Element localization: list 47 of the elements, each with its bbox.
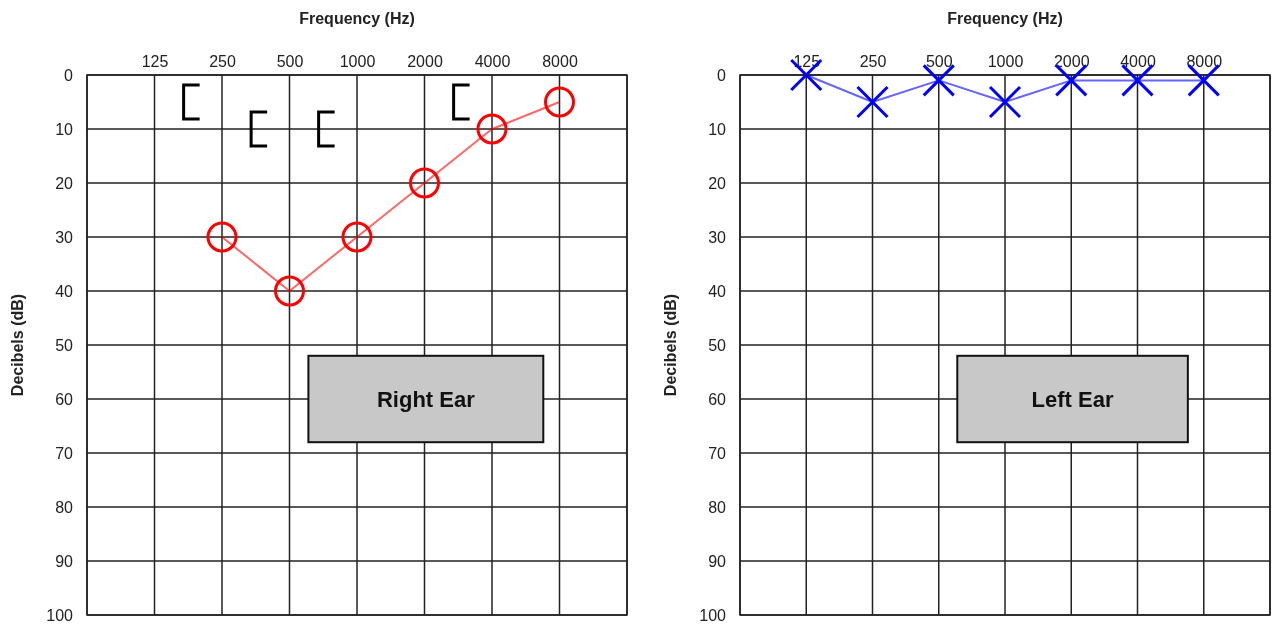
y-tick-label: 60: [55, 390, 74, 408]
y-tick-label: 40: [708, 282, 727, 300]
x-axis-title: Frequency (Hz): [299, 10, 415, 27]
y-tick-label: 80: [708, 498, 727, 516]
y-tick-label: 0: [64, 66, 74, 84]
y-tick-label: 40: [55, 282, 74, 300]
x-tick-label: 2000: [407, 53, 443, 70]
point: [476, 113, 508, 145]
y-tick-label: 90: [55, 552, 74, 570]
y-tick-label: 10: [55, 120, 74, 138]
y-tick-label: 80: [55, 498, 74, 516]
y-tick-label: 90: [708, 552, 727, 570]
x-tick-label: 2000: [1053, 53, 1090, 70]
x-tick-label: 4000: [474, 53, 511, 70]
x-tick-label: 250: [859, 53, 887, 70]
y-tick-label: 60: [708, 390, 727, 408]
y-tick-label: 10: [708, 120, 727, 138]
point: [274, 275, 305, 307]
x-tick-label: 250: [209, 53, 236, 70]
y-tick-label: 0: [717, 66, 727, 84]
x-tick-label: 1000: [339, 53, 376, 70]
y-tick-label: 30: [708, 228, 727, 246]
x-tick-label: 125: [141, 53, 169, 70]
annotation: Right Ear: [376, 387, 476, 412]
y-tick-label: 20: [55, 174, 74, 192]
x-axis-title: Frequency (Hz): [947, 10, 1063, 27]
x-tick-label: 8000: [1186, 53, 1223, 70]
point: [341, 221, 373, 253]
y-tick-label: 70: [55, 444, 74, 462]
y-tick-label: 100: [46, 606, 74, 624]
x-tick-label: 500: [276, 53, 304, 70]
y-tick-label: 70: [708, 444, 727, 462]
point: [206, 221, 238, 253]
y-tick-label: 30: [55, 228, 74, 246]
y-axis-title: Decibels (dB): [9, 293, 26, 397]
y-tick-label: 50: [55, 336, 74, 354]
annotation: Left Ear: [1031, 387, 1114, 412]
y-tick-label: 100: [699, 606, 727, 624]
y-tick-label: 50: [708, 336, 727, 354]
x-tick-label: 4000: [1120, 53, 1156, 70]
y-tick-label: 20: [708, 174, 727, 192]
x-tick-label: 1000: [987, 53, 1024, 70]
point: [409, 167, 440, 199]
y-axis-title: Decibels (dB): [662, 293, 679, 397]
x-tick-label: 8000: [542, 53, 578, 70]
x-tick-label: 500: [925, 53, 953, 70]
point: [544, 86, 575, 118]
